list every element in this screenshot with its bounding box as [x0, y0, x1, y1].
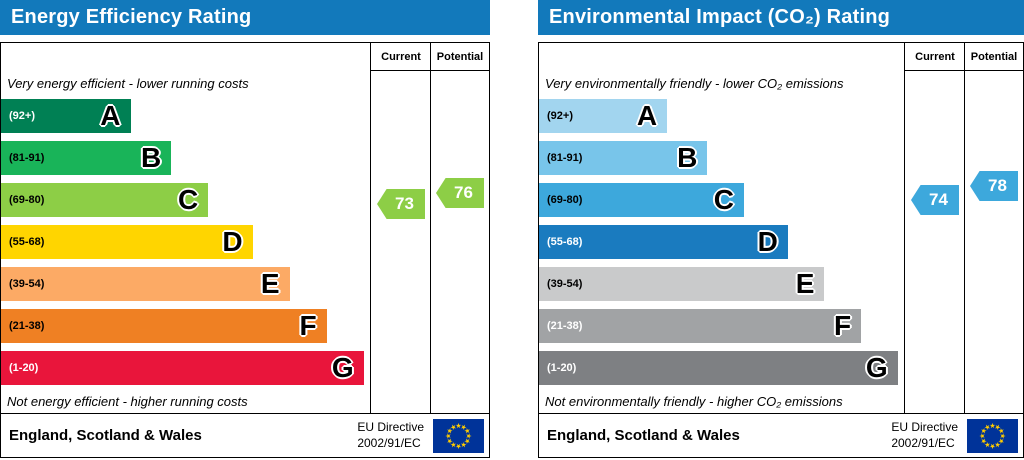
- bottom-note: Not environmentally friendly - higher CO…: [545, 393, 843, 409]
- eu-directive-line2: 2002/91/EC: [357, 435, 421, 450]
- eu-flag-icon: [433, 418, 484, 453]
- band-bar-G: (1-20) G: [539, 351, 898, 385]
- chart-frame: Current Potential Very environmentally f…: [538, 42, 1024, 458]
- eu-directive-line1: EU Directive: [891, 419, 958, 434]
- chart-title: Energy Efficiency Rating: [11, 6, 252, 28]
- band-range-label: (39-54): [547, 278, 583, 290]
- band-range-label: (81-91): [547, 152, 583, 164]
- current-rating-marker: 73: [377, 189, 425, 219]
- chart-title-bar: Environmental Impact (CO₂) Rating: [538, 0, 1024, 35]
- band-bar-C: (69-80) C: [539, 183, 744, 217]
- eu-flag-icon: [967, 418, 1018, 453]
- band-row-D: (55-68) D: [539, 221, 905, 263]
- band-bar-D: (55-68) D: [1, 225, 253, 259]
- current-column-divider: [904, 43, 905, 413]
- band-range-label: (92+): [9, 110, 35, 122]
- rating-bands: (92+) A (81-91) B (69-80) C (55-68) D (39-54) E (2…: [1, 95, 371, 389]
- potential-rating-marker: 76: [436, 178, 484, 208]
- current-column-header: Current: [371, 43, 431, 71]
- potential-rating-marker: 78: [970, 171, 1018, 201]
- top-note: Very environmentally friendly - lower CO…: [545, 75, 844, 91]
- potential-rating-value: 76: [454, 183, 473, 202]
- band-letter: E: [260, 268, 280, 299]
- band-row-C: (69-80) C: [539, 179, 905, 221]
- band-row-F: (21-38) F: [1, 305, 371, 347]
- band-bar-F: (21-38) F: [1, 309, 327, 343]
- band-range-label: (39-54): [9, 278, 45, 290]
- band-range-label: (21-38): [547, 320, 583, 332]
- band-range-label: (69-80): [9, 194, 45, 206]
- band-letter: C: [713, 184, 734, 215]
- band-letter: D: [222, 226, 243, 257]
- chart-title-bar: Energy Efficiency Rating: [0, 0, 490, 35]
- potential-column-header: Potential: [431, 43, 489, 71]
- band-row-E: (39-54) E: [1, 263, 371, 305]
- potential-rating-value: 78: [988, 176, 1007, 195]
- band-bar-B: (81-91) B: [539, 141, 708, 175]
- band-bar-F: (21-38) F: [539, 309, 862, 343]
- current-rating-value: 74: [929, 190, 948, 209]
- band-bar-A: (92+) A: [539, 99, 668, 133]
- potential-column-divider: [430, 43, 431, 413]
- band-range-label: (81-91): [9, 152, 45, 164]
- band-row-B: (81-91) B: [539, 137, 905, 179]
- band-row-E: (39-54) E: [539, 263, 905, 305]
- band-bar-E: (39-54) E: [1, 267, 290, 301]
- band-letter: B: [677, 142, 698, 173]
- current-rating-marker: 74: [911, 185, 959, 215]
- band-letter: A: [100, 100, 121, 131]
- eu-directive-line2: 2002/91/EC: [891, 435, 955, 450]
- current-column-divider: [370, 43, 371, 413]
- band-letter: D: [757, 226, 778, 257]
- potential-column-divider: [964, 43, 965, 413]
- band-row-F: (21-38) F: [539, 305, 905, 347]
- band-bar-E: (39-54) E: [539, 267, 825, 301]
- band-row-B: (81-91) B: [1, 137, 371, 179]
- region-label: England, Scotland & Wales: [547, 427, 740, 444]
- band-range-label: (69-80): [547, 194, 583, 206]
- band-bar-D: (55-68) D: [539, 225, 788, 259]
- band-row-G: (1-20) G: [1, 347, 371, 389]
- current-column-header: Current: [905, 43, 965, 71]
- region-label: England, Scotland & Wales: [9, 427, 202, 444]
- band-range-label: (55-68): [547, 236, 583, 248]
- band-bar-B: (81-91) B: [1, 141, 172, 175]
- chart-footer: England, Scotland & Wales EU Directive 2…: [539, 413, 1023, 457]
- current-rating-value: 73: [395, 194, 414, 213]
- eu-directive-label: EU Directive 2002/91/EC: [891, 420, 958, 451]
- band-row-D: (55-68) D: [1, 221, 371, 263]
- band-range-label: (21-38): [9, 320, 45, 332]
- band-range-label: (55-68): [9, 236, 45, 248]
- energy-efficiency-chart: Energy Efficiency Rating Current Potenti…: [0, 0, 490, 460]
- chart-frame: Current Potential Very energy efficient …: [0, 42, 490, 458]
- eu-directive-label: EU Directive 2002/91/EC: [357, 420, 424, 451]
- band-range-label: (92+): [547, 110, 573, 122]
- potential-column-header: Potential: [965, 43, 1023, 71]
- band-letter: F: [833, 310, 852, 341]
- band-letter: G: [865, 352, 888, 383]
- band-letter: A: [636, 100, 658, 131]
- band-bar-C: (69-80) C: [1, 183, 209, 217]
- band-range-label: (1-20): [547, 362, 577, 374]
- band-bar-G: (1-20) G: [1, 351, 364, 385]
- rating-bands: (92+) A (81-91) B (69-80) C (55-68) D (39-54) E (2…: [539, 95, 905, 389]
- band-letter: F: [299, 310, 317, 341]
- top-note: Very energy efficient - lower running co…: [7, 75, 249, 91]
- band-letter: E: [795, 268, 815, 299]
- band-letter: B: [140, 142, 162, 173]
- band-row-G: (1-20) G: [539, 347, 905, 389]
- chart-title: Environmental Impact (CO₂) Rating: [549, 6, 891, 28]
- eu-directive-line1: EU Directive: [357, 419, 424, 434]
- band-range-label: (1-20): [9, 362, 39, 374]
- band-letter: G: [331, 352, 354, 383]
- environmental-impact-chart: Environmental Impact (CO₂) Rating Curren…: [538, 0, 1024, 460]
- chart-footer: England, Scotland & Wales EU Directive 2…: [1, 413, 489, 457]
- band-row-A: (92+) A: [539, 95, 905, 137]
- band-letter: C: [177, 184, 199, 215]
- band-row-A: (92+) A: [1, 95, 371, 137]
- band-bar-A: (92+) A: [1, 99, 131, 133]
- band-row-C: (69-80) C: [1, 179, 371, 221]
- bottom-note: Not energy efficient - higher running co…: [7, 393, 248, 409]
